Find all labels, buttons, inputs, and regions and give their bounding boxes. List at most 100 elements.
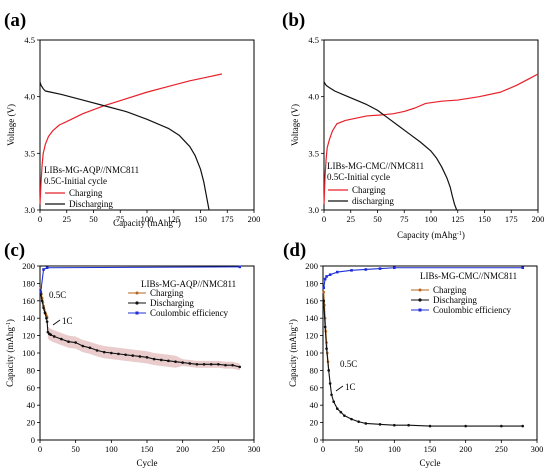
panel-d-xlabel: Cycle [420, 458, 441, 468]
panel-c-discharging-point [138, 355, 142, 358]
panel-a-ytick-label: 4.5 [24, 35, 35, 45]
panel-c-discharging-point [102, 350, 106, 354]
panel-d-coulombic-point [378, 267, 382, 270]
panel-b-xlabel-sup: -1 [457, 231, 462, 237]
panel-d-discharging-point [428, 424, 432, 428]
panel-d-series [322, 266, 525, 428]
panel-d-xtick-label: 0 [321, 444, 325, 454]
panel-a-series-charging-line [39, 73, 223, 205]
panel-d-xtick-label: 300 [531, 444, 544, 454]
panel-c-discharging-point [188, 362, 192, 365]
panel-d-legend-coulombic-marker [418, 308, 422, 312]
panel-d-ytick-label: 40 [310, 400, 319, 410]
panel-a-legend-charging-label: Charging [69, 188, 103, 198]
panel-c-xtick-label: 100 [105, 444, 118, 454]
panel-c-legend-title: LIBs-MG-AQP//NMC811 [141, 279, 236, 289]
panel-d-coulombic-point [521, 266, 525, 270]
panel-a-ytick-label: 3.5 [24, 148, 35, 158]
panel-d-coulombic-point [335, 270, 339, 274]
panel-d-discharging-point [357, 420, 360, 424]
panel-a-xtick-label: 125 [167, 214, 180, 224]
panel-c-discharging-point [167, 359, 170, 363]
panel-d-ytick-label: 200 [305, 261, 318, 271]
panel-d-letter: (d) [283, 240, 306, 261]
panel-d-discharging-point [335, 407, 339, 410]
panel-b-ylabel: Voltage (V) [290, 104, 300, 146]
panel-b-xtick-label: 200 [532, 214, 545, 224]
panel-a-legend-title: LIBs-MG-AQP//NMC811 [44, 165, 139, 175]
panel-d-discharging-point [500, 424, 503, 428]
panel-d-ytick-label: 140 [305, 313, 318, 323]
panel-a-ylabel: Voltage (V) [6, 104, 16, 146]
panel-c-discharging-point [42, 306, 45, 310]
panel-d-series-coulombic-efficiency-line [323, 267, 523, 288]
panel-c-discharging-point [49, 333, 52, 337]
panel-b-ytick-label: 3.5 [308, 148, 319, 158]
panel-d-ytick-label: 0 [314, 435, 318, 445]
panel-b-legend-title: LIBs-MG-CMC//NMC811 [327, 161, 424, 171]
panel-c-xtick-label: 0 [38, 444, 42, 454]
panel-d-ytick-label: 20 [310, 418, 319, 428]
panel-b-xlabel: Capacity (mAhg-1) [397, 230, 465, 240]
panel-c-xtick-label: 150 [141, 444, 154, 454]
panel-d-discharging-point [325, 347, 328, 350]
panel-b-ytick-label: 4.0 [308, 92, 319, 102]
panel-c-ytick-label: 20 [27, 418, 36, 428]
panel-c-discharging-point [195, 363, 199, 366]
panel-a-xlabel-main: Capacity (mAhg [113, 218, 173, 228]
panel-d-discharging-point [350, 417, 353, 421]
panel-c-discharging-point [217, 363, 220, 366]
panel-d-legend-coulombic-label: Coulombic efficiency [433, 305, 512, 315]
panel-d-frame [322, 265, 538, 441]
panel-c-xtick-label: 200 [176, 444, 189, 454]
panel-a-legend-discharging-label: Discharging [69, 199, 113, 209]
panel-c-ytick-label: 60 [27, 383, 36, 393]
panel-c-ytick-label: 160 [22, 296, 35, 306]
panel-b-series-charging-line [323, 73, 539, 205]
panel-c-coulombic-point [45, 266, 49, 270]
panel-c-xtick-label: 250 [212, 444, 225, 454]
panel-d-xtick-label: 150 [424, 444, 437, 454]
panel-d-annotation-1c: 1C [345, 382, 356, 392]
panel-d-xtick-label: 50 [354, 444, 363, 454]
panel-d-legend-charging-label: Charging [433, 285, 467, 295]
panel-d-legend-discharging-label: Discharging [433, 295, 477, 305]
panel-b-xtick-label: 150 [478, 214, 491, 224]
panel-d-legend-charging-marker [418, 288, 422, 292]
panel-c-discharging-point [131, 354, 135, 357]
panel-d-coulombic-point [393, 266, 396, 270]
panel-d-ytick-label: 120 [305, 331, 318, 341]
panel-d-ylabel: Capacity (mAhg-1) [288, 319, 298, 387]
panel-b-ticks: 0 25 50 75 100 125 150 175 200 3.0 3.5 4.0 4.5 [308, 35, 544, 224]
panel-b-xlabel-main: Capacity (mAhg [397, 230, 457, 240]
panel-d-discharging-point [328, 382, 332, 385]
panel-c-discharging-point [152, 357, 156, 361]
panel-c-discharging-point [238, 365, 242, 369]
panel-c-annotation-1c: 1C [62, 316, 73, 326]
panel-d-coulombic-point [325, 275, 328, 278]
panel-c-series-coulombic-efficiency-line [40, 266, 240, 293]
panel-a-letter: (a) [4, 10, 26, 31]
panel-d-ytick-label: 160 [305, 296, 318, 306]
panel-d-discharging-point [364, 422, 368, 425]
panel-c-xtick-label: 50 [71, 444, 80, 454]
panel-c-discharging-point [174, 360, 177, 364]
panel-c-xtick-label: 300 [248, 444, 261, 454]
panel-c-legend-coulombic-marker [135, 311, 139, 315]
panel-c-ytick-label: 0 [31, 435, 35, 445]
panel-c-discharging-point [95, 349, 99, 352]
panel-d-series-discharging-line [323, 300, 523, 427]
panel-d-annotation-05c: 0.5C [340, 359, 357, 369]
panel-c-discharging-point [110, 351, 113, 355]
panel-d-discharging-point [521, 424, 525, 428]
panel-a-xlabel-sup: -1 [173, 219, 178, 225]
panel-c-letter: (c) [4, 240, 25, 261]
panel-d-ytick-label: 180 [305, 278, 318, 288]
panel-c-annotation-05c: 0.5C [49, 290, 66, 300]
panel-c-ytick-label: 200 [22, 261, 35, 271]
panel-c-annotation-arrow [52, 319, 61, 326]
panel-a-ytick-label: 4.0 [24, 92, 35, 102]
panel-b-letter: (b) [282, 10, 305, 31]
panel-c-discharging-point [181, 361, 184, 364]
